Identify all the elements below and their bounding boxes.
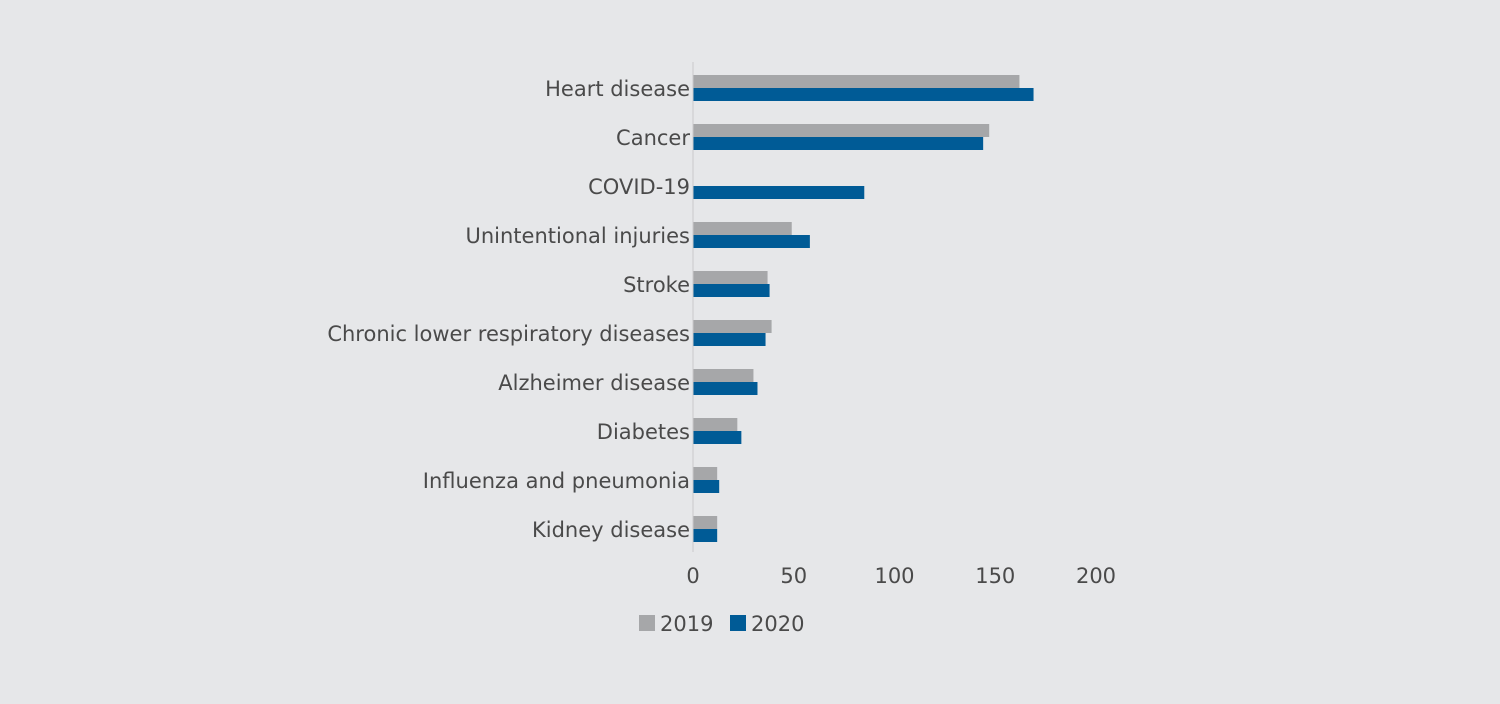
bar-2020-chronic-lower-respiratory-diseases — [693, 333, 766, 346]
x-tick-label-200: 200 — [1076, 564, 1116, 588]
category-label-diabetes: Diabetes — [597, 420, 690, 444]
bar-2020-stroke — [693, 284, 770, 297]
bar-2020-heart-disease — [693, 88, 1034, 101]
category-label-covid-19: COVID-19 — [588, 175, 690, 199]
category-label-stroke: Stroke — [623, 273, 690, 297]
bar-2020-cancer — [693, 137, 984, 150]
category-label-heart-disease: Heart disease — [545, 77, 690, 101]
category-label-unintentional-injuries: Unintentional injuries — [465, 224, 690, 248]
bar-2019-kidney-disease — [693, 516, 718, 529]
bar-2019-alzheimer-disease — [693, 369, 754, 382]
bars-group — [693, 75, 1034, 542]
bar-2020-covid-19 — [693, 186, 865, 199]
legend: 2019 2020 — [639, 612, 804, 636]
bar-2019-stroke — [693, 271, 768, 284]
category-label-influenza-and-pneumonia: Influenza and pneumonia — [423, 469, 690, 493]
x-tick-labels: 0 50 100 150 200 — [686, 564, 1116, 588]
x-tick-label-150: 150 — [975, 564, 1015, 588]
category-label-alzheimer-disease: Alzheimer disease — [498, 371, 690, 395]
legend-label-2020: 2020 — [751, 612, 804, 636]
legend-swatch-2020 — [730, 615, 746, 631]
bar-2019-chronic-lower-respiratory-diseases — [693, 320, 772, 333]
bar-2020-influenza-and-pneumonia — [693, 480, 720, 493]
bar-2019-cancer — [693, 124, 990, 137]
x-tick-label-100: 100 — [874, 564, 914, 588]
category-label-kidney-disease: Kidney disease — [532, 518, 690, 542]
x-tick-label-0: 0 — [686, 564, 699, 588]
bar-2019-influenza-and-pneumonia — [693, 467, 718, 480]
bar-2019-unintentional-injuries — [693, 222, 792, 235]
bar-2019-heart-disease — [693, 75, 1020, 88]
x-tick-label-50: 50 — [780, 564, 807, 588]
bar-2020-unintentional-injuries — [693, 235, 810, 248]
category-label-chronic-lower-respiratory-diseases: Chronic lower respiratory diseases — [327, 322, 690, 346]
bar-2019-diabetes — [693, 418, 738, 431]
legend-label-2019: 2019 — [660, 612, 713, 636]
category-labels: Heart disease Cancer COVID-19 Unintentional… — [327, 77, 690, 542]
bar-2020-alzheimer-disease — [693, 382, 758, 395]
bar-2020-diabetes — [693, 431, 742, 444]
legend-swatch-2019 — [639, 615, 655, 631]
category-label-cancer: Cancer — [616, 126, 690, 150]
bar-2020-kidney-disease — [693, 529, 718, 542]
